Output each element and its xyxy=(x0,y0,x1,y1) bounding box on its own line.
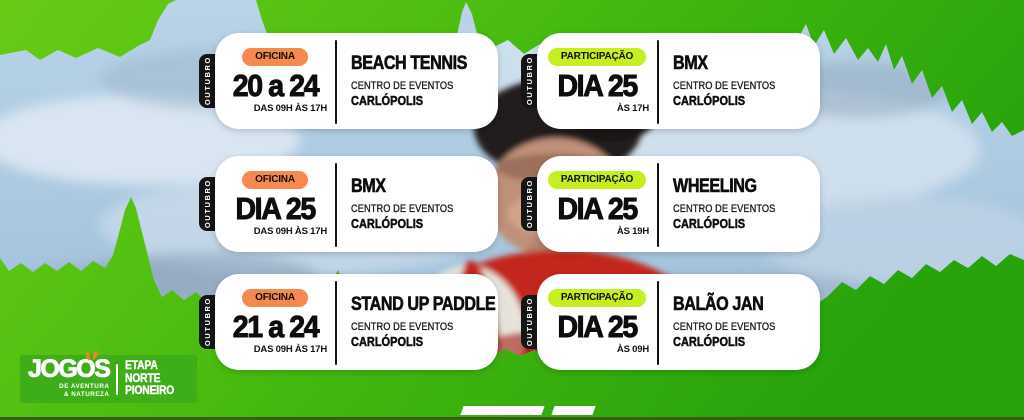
event-card-body: OFICINA 20 a 24 DAS 09H ÀS 17H BEACH TEN… xyxy=(215,33,498,129)
card-date-section: PARTICIPAÇÃO DIA 25 ÀS 19H xyxy=(537,156,657,252)
logo-name: JOGOS xyxy=(28,355,112,384)
card-date-section: PARTICIPAÇÃO DIA 25 ÀS 09H xyxy=(537,274,657,370)
event-card-body: PARTICIPAÇÃO DIA 25 ÀS 17H BMX CENTRO DE… xyxy=(537,33,820,129)
event-date: DIA 25 xyxy=(235,191,317,226)
event-card: OUTUBRO OFICINA 20 a 24 DAS 09H ÀS 17H B… xyxy=(199,33,498,129)
logo-stage-line3: PIONEIRO xyxy=(125,385,175,398)
card-info-section: BALÃO JAN CENTRO DE EVENTOS CARLÓPOLIS xyxy=(659,274,820,370)
event-date: DIA 25 xyxy=(557,309,639,344)
card-divider xyxy=(657,281,659,365)
event-time: ÀS 17H xyxy=(616,102,649,114)
event-card-body: OFICINA 21 a 24 DAS 09H ÀS 17H STAND UP … xyxy=(215,274,498,370)
category-badge: PARTICIPAÇÃO xyxy=(547,48,647,66)
month-label: OUTUBRO xyxy=(203,297,212,347)
event-title: BALÃO JAN xyxy=(673,294,764,315)
card-info-section: BEACH TENNIS CENTRO DE EVENTOS CARLÓPOLI… xyxy=(337,33,498,129)
event-card: OUTUBRO OFICINA 21 a 24 DAS 09H ÀS 17H S… xyxy=(199,274,498,370)
month-label: OUTUBRO xyxy=(525,56,534,106)
card-date-section: OFICINA 21 a 24 DAS 09H ÀS 17H xyxy=(215,274,335,370)
event-logo-panel: JOGOS DE AVENTURA & NATUREZA ETAPA NORTE… xyxy=(20,350,197,403)
event-time: DAS 09H ÀS 17H xyxy=(253,343,327,355)
event-title: STAND UP PADDLE xyxy=(351,294,496,315)
event-title: WHEELING xyxy=(673,176,758,197)
card-info-section: BMX CENTRO DE EVENTOS CARLÓPOLIS xyxy=(659,33,820,129)
event-card-body: PARTICIPAÇÃO DIA 25 ÀS 09H BALÃO JAN CEN… xyxy=(537,274,820,370)
event-city: CARLÓPOLIS xyxy=(351,335,424,350)
card-info-section: BMX CENTRO DE EVENTOS CARLÓPOLIS xyxy=(337,156,498,252)
logo-tagline-line1: DE AVENTURA xyxy=(59,382,110,390)
event-venue: CENTRO DE EVENTOS xyxy=(351,321,454,333)
month-label: OUTUBRO xyxy=(203,179,212,229)
logo-wordmark: JOGOS DE AVENTURA & NATUREZA xyxy=(28,350,112,400)
event-city: CARLÓPOLIS xyxy=(351,94,424,109)
card-date-section: OFICINA 20 a 24 DAS 09H ÀS 17H xyxy=(215,33,335,129)
month-label: OUTUBRO xyxy=(203,56,212,106)
event-time: DAS 09H ÀS 17H xyxy=(253,225,327,237)
bottom-strip xyxy=(0,417,1024,420)
logo-stage-line2: NORTE xyxy=(125,372,161,385)
event-venue: CENTRO DE EVENTOS xyxy=(673,80,776,92)
logo-tagline: DE AVENTURA & NATUREZA xyxy=(59,383,109,400)
card-divider xyxy=(657,163,659,247)
event-card: OUTUBRO PARTICIPAÇÃO DIA 25 ÀS 19H WHEEL… xyxy=(521,156,820,252)
category-badge: OFICINA xyxy=(242,48,308,66)
logo-stage-line1: ETAPA xyxy=(125,360,159,373)
event-date: 21 a 24 xyxy=(232,309,320,344)
card-date-section: PARTICIPAÇÃO DIA 25 ÀS 17H xyxy=(537,33,657,129)
card-divider xyxy=(335,40,337,124)
event-city: CARLÓPOLIS xyxy=(351,217,424,232)
event-city: CARLÓPOLIS xyxy=(673,335,746,350)
decor-dash xyxy=(460,406,545,415)
event-card: OUTUBRO PARTICIPAÇÃO DIA 25 ÀS 17H BMX C… xyxy=(521,33,820,129)
event-date: 20 a 24 xyxy=(232,68,320,103)
event-venue: CENTRO DE EVENTOS xyxy=(673,321,776,333)
logo-divider xyxy=(116,363,119,395)
logo-tagline-line2: & NATUREZA xyxy=(63,391,110,399)
flame-icon xyxy=(85,350,98,361)
category-badge: OFICINA xyxy=(242,289,308,307)
event-date: DIA 25 xyxy=(557,191,639,226)
card-date-section: OFICINA DIA 25 DAS 09H ÀS 17H xyxy=(215,156,335,252)
event-venue: CENTRO DE EVENTOS xyxy=(351,80,454,92)
event-card-body: PARTICIPAÇÃO DIA 25 ÀS 19H WHEELING CENT… xyxy=(537,156,820,252)
decor-dash xyxy=(551,406,596,415)
category-badge: PARTICIPAÇÃO xyxy=(547,171,647,189)
event-city: CARLÓPOLIS xyxy=(673,94,746,109)
month-label: OUTUBRO xyxy=(525,297,534,347)
logo-stage: ETAPA NORTE PIONEIRO xyxy=(125,360,175,398)
event-time: DAS 09H ÀS 17H xyxy=(253,102,327,114)
event-title: BMX xyxy=(673,53,709,74)
event-title: BEACH TENNIS xyxy=(351,53,468,74)
card-divider xyxy=(657,40,659,124)
event-time: ÀS 09H xyxy=(616,343,649,355)
category-badge: OFICINA xyxy=(242,171,308,189)
card-info-section: WHEELING CENTRO DE EVENTOS CARLÓPOLIS xyxy=(659,156,820,252)
month-label: OUTUBRO xyxy=(525,179,534,229)
card-divider xyxy=(335,281,337,365)
category-badge: PARTICIPAÇÃO xyxy=(547,289,647,307)
card-divider xyxy=(335,163,337,247)
event-venue: CENTRO DE EVENTOS xyxy=(351,203,454,215)
event-title: BMX xyxy=(351,176,387,197)
event-card: OUTUBRO PARTICIPAÇÃO DIA 25 ÀS 09H BALÃO… xyxy=(521,274,820,370)
event-card: OUTUBRO OFICINA DIA 25 DAS 09H ÀS 17H BM… xyxy=(199,156,498,252)
event-time: ÀS 19H xyxy=(616,225,649,237)
event-card-body: OFICINA DIA 25 DAS 09H ÀS 17H BMX CENTRO… xyxy=(215,156,498,252)
card-info-section: STAND UP PADDLE CENTRO DE EVENTOS CARLÓP… xyxy=(337,274,498,370)
event-venue: CENTRO DE EVENTOS xyxy=(673,203,776,215)
event-date: DIA 25 xyxy=(557,68,639,103)
event-city: CARLÓPOLIS xyxy=(673,217,746,232)
